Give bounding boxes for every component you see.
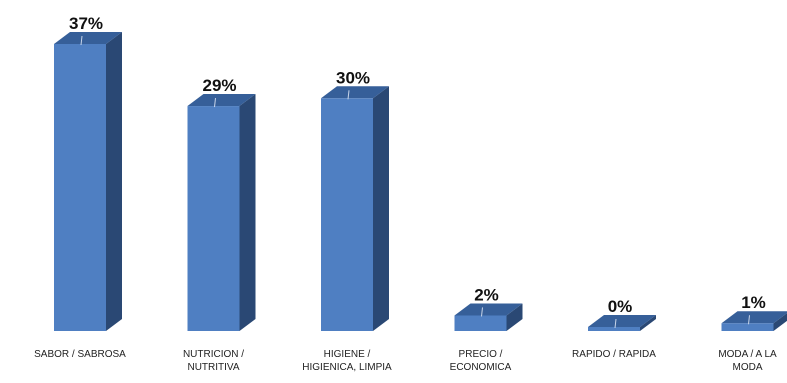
category-label-1: SABOR / SABROSA (34, 349, 126, 360)
bar-1-front (54, 44, 106, 331)
bar-6-front (721, 323, 774, 331)
bar-2-top (187, 94, 256, 107)
bars-group (54, 32, 787, 332)
bar-1-side (106, 32, 122, 331)
value-label-6: 1% (741, 293, 766, 312)
bar-1-top (54, 32, 122, 44)
bar-4-front (454, 315, 507, 331)
category-label-5: RAPIDO / RAPIDA (572, 349, 656, 360)
bar-3-top (321, 86, 389, 99)
bar-4-side (506, 303, 523, 331)
bar-6-side (773, 313, 787, 331)
category-label-4: PRECIO / ECONOMICA (450, 349, 512, 373)
bar-1 (54, 32, 122, 331)
bar-3 (321, 86, 389, 331)
bar-4-top (454, 303, 523, 316)
bar-5-side (640, 315, 656, 331)
bar-6 (721, 311, 787, 331)
bar-4 (454, 303, 523, 331)
category-labels-group: SABOR / SABROSA NUTRICION / NUTRITIVA HIGIE… (34, 349, 777, 373)
bar-2 (187, 94, 256, 332)
bar-6-top (721, 311, 787, 324)
bar-3-side (373, 86, 389, 331)
bar-2-front (187, 106, 240, 332)
category-label-2: NUTRICION / NUTRITIVA (183, 349, 244, 373)
value-label-5: 0% (608, 297, 633, 316)
value-label-1: 37% (69, 14, 103, 33)
value-label-3: 30% (336, 68, 370, 87)
bar-5-top (588, 315, 656, 327)
category-label-6: MODA / A LA MODA (718, 349, 777, 373)
bar-1-leader-line (80, 35, 83, 46)
value-label-4: 2% (474, 285, 499, 304)
value-label-2: 29% (202, 76, 236, 95)
category-label-3: HIGIENE / HIGIENICA, LIMPIA (302, 349, 392, 373)
bar-3-leader-line (347, 90, 350, 100)
bar-2-leader-line (214, 97, 216, 108)
bar-4-leader-line (481, 307, 483, 317)
bar-5-front (588, 327, 640, 331)
bar-6-leader-line (748, 315, 750, 325)
bar-5-leader-line (614, 318, 617, 329)
bar-5 (588, 315, 656, 331)
bar-2-side (239, 94, 256, 332)
value-labels-group: 37% 29% 30% 2% 0% 1% (69, 14, 766, 316)
bar-3-front (321, 98, 373, 331)
